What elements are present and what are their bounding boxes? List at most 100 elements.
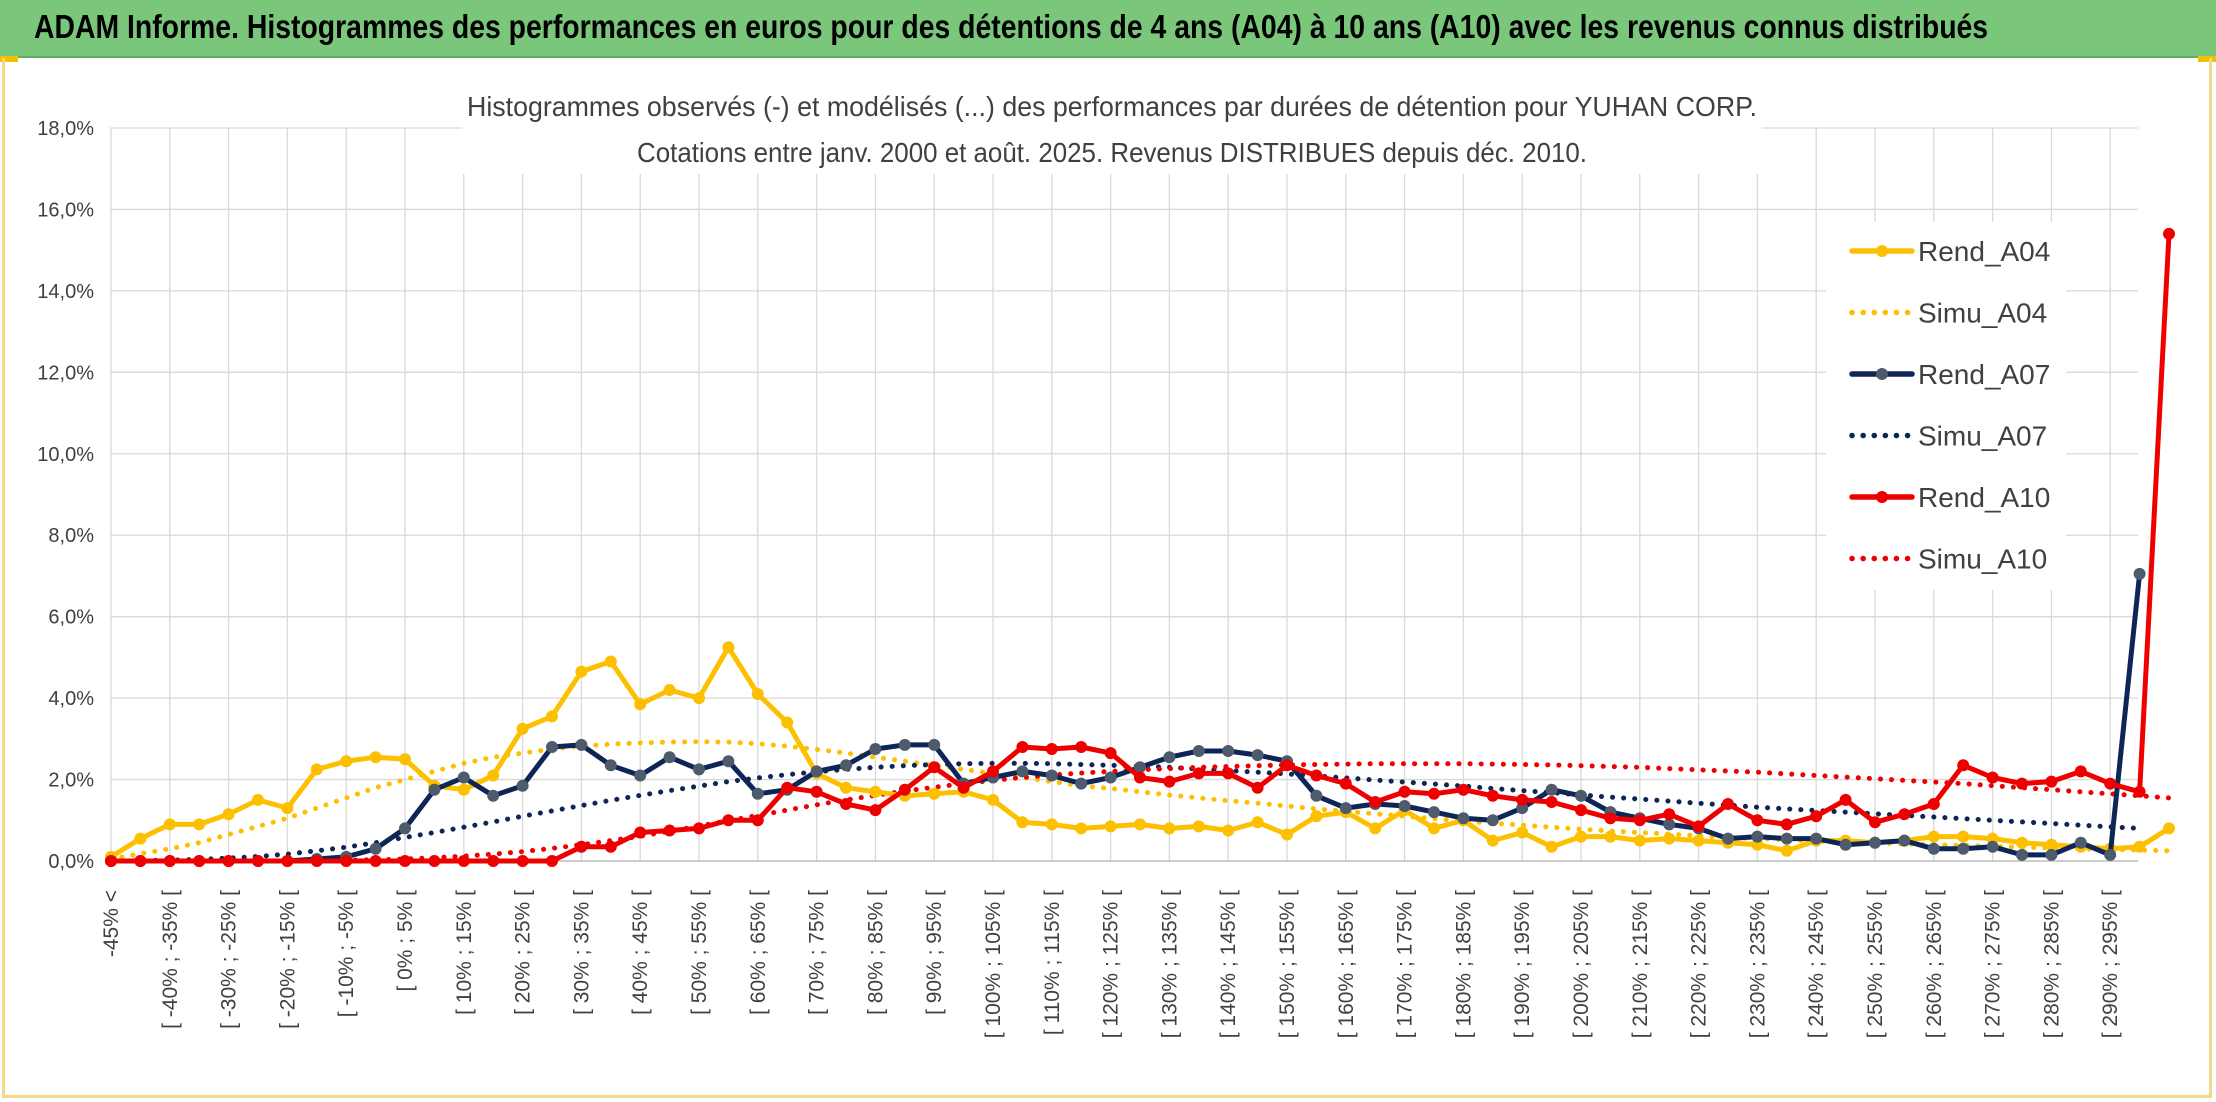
data-point-rend-a10: [1516, 793, 1529, 806]
data-point-rend-a04: [163, 818, 176, 831]
data-point-rend-a10: [1692, 820, 1705, 833]
x-tick-label: [ 70% ; 75% [: [806, 890, 829, 1015]
data-point-rend-a04: [369, 751, 382, 764]
data-point-rend-a10: [840, 798, 852, 810]
data-point-rend-a04: [1663, 832, 1676, 845]
data-point-rend-a10: [1839, 793, 1852, 806]
data-point-rend-a10: [604, 840, 617, 853]
y-tick-label: 14,0%: [37, 281, 94, 303]
data-point-rend-a04: [1281, 828, 1293, 841]
banner-corner-left: [0, 56, 18, 62]
data-point-rend-a04: [1957, 830, 1970, 843]
data-point-rend-a04: [193, 818, 206, 831]
data-point-rend-a07: [1810, 832, 1823, 845]
chart-title: Histogrammes observés (-) et modélisés (…: [467, 91, 1757, 122]
legend-label: Simu_A07: [1918, 421, 2047, 452]
data-point-rend-a04: [1016, 816, 1029, 829]
data-point-rend-a04: [987, 793, 999, 806]
data-point-rend-a04: [134, 832, 147, 845]
x-tick-label: [ 270% ; 275% [: [1982, 890, 2005, 1038]
y-tick-label: 18,0%: [37, 118, 94, 140]
x-tick-label: [ 130% ; 135% [: [1158, 890, 1181, 1038]
data-point-rend-a10: [2163, 227, 2175, 240]
data-point-rend-a10: [2104, 777, 2117, 790]
series-lines: [105, 227, 2175, 867]
data-point-rend-a07: [1545, 783, 1558, 796]
x-tick-label: [ -40% ; -35% [: [159, 890, 182, 1029]
x-tick-label: [ 80% ; 85% [: [864, 890, 887, 1015]
y-axis-ticks: 0,0% 2,0% 4,0% 6,0% 8,0% 10,0% 12,0% 14,0% 16,0%…: [37, 118, 94, 873]
data-point-rend-a10: [1075, 741, 1088, 753]
y-tick-label: 0,0%: [48, 851, 94, 873]
data-point-rend-a04: [693, 692, 705, 705]
data-point-rend-a07: [1192, 745, 1205, 757]
x-tick-label: [ 0% ; 5% [: [394, 890, 417, 992]
data-point-rend-a07: [1016, 765, 1029, 778]
x-tick-label: [ 100% ; 105% [: [982, 890, 1005, 1038]
y-tick-label: 8,0%: [48, 525, 94, 547]
report-title: ADAM Informe. Histogrammes des performan…: [34, 8, 1989, 45]
data-point-rend-a10: [781, 781, 794, 794]
legend-label: Rend_A04: [1918, 236, 2050, 267]
data-point-rend-a10: [369, 855, 382, 867]
data-point-rend-a07: [1839, 838, 1852, 851]
legend-label: Rend_A10: [1918, 482, 2050, 513]
data-point-rend-a10: [869, 804, 882, 817]
data-point-rend-a04: [222, 808, 235, 821]
data-point-rend-a10: [252, 855, 264, 867]
banner-corner-right: [2198, 56, 2216, 62]
x-tick-label: [ 190% ; 195% [: [1511, 890, 1534, 1038]
report-banner: ADAM Informe. Histogrammes des performan…: [0, 0, 2216, 58]
data-point-rend-a07: [693, 763, 705, 776]
data-point-rend-a04: [1545, 840, 1558, 853]
data-point-rend-a10: [1486, 789, 1499, 802]
x-tick-label: [ 240% ; 245% [: [1805, 890, 1828, 1038]
data-point-rend-a10: [457, 855, 470, 867]
data-point-rend-a10: [1604, 812, 1617, 825]
data-point-rend-a04: [1134, 818, 1146, 831]
data-point-rend-a04: [604, 655, 617, 668]
legend-marker: [1876, 368, 1888, 380]
data-point-rend-a10: [722, 814, 735, 827]
data-point-rend-a10: [898, 783, 911, 796]
legend-label: Rend_A07: [1918, 359, 2050, 390]
data-point-rend-a04: [781, 716, 794, 729]
legend-box: [1826, 222, 2066, 590]
x-tick-label: [ 30% ; 35% [: [570, 890, 593, 1015]
data-point-rend-a04: [575, 665, 588, 678]
data-point-rend-a04: [1692, 834, 1705, 847]
data-point-rend-a07: [840, 759, 852, 772]
legend-marker: [1876, 491, 1888, 503]
data-point-rend-a07: [428, 783, 441, 796]
x-tick-label: [ 290% ; 295% [: [2099, 890, 2122, 1038]
data-point-rend-a10: [163, 855, 176, 867]
data-point-rend-a10: [1369, 796, 1382, 808]
data-point-rend-a04: [1222, 824, 1235, 837]
data-point-rend-a10: [1192, 767, 1205, 780]
y-tick-label: 4,0%: [48, 688, 94, 710]
legend-label: Simu_A10: [1918, 544, 2047, 575]
data-point-rend-a04: [1163, 822, 1176, 835]
data-point-rend-a10: [663, 824, 676, 837]
x-tick-label: [ -10% ; -5% [: [335, 890, 358, 1017]
data-point-rend-a07: [1663, 818, 1676, 831]
data-point-rend-a10: [957, 781, 970, 794]
x-tick-label: [ -30% ; -25% [: [218, 890, 241, 1029]
legend-marker: [1876, 245, 1888, 257]
data-point-rend-a10: [281, 855, 294, 867]
data-point-rend-a10: [1251, 781, 1264, 794]
data-point-rend-a07: [1251, 749, 1264, 762]
data-point-rend-a04: [2163, 822, 2175, 835]
series-line-rend-a07: [108, 571, 2143, 864]
data-point-rend-a07: [751, 787, 764, 800]
data-point-rend-a10: [1104, 747, 1117, 760]
data-point-rend-a10: [105, 855, 117, 867]
data-point-rend-a04: [399, 753, 411, 766]
x-tick-label: [ 230% ; 235% [: [1746, 890, 1769, 1038]
x-tick-label: [ 260% ; 265% [: [1923, 890, 1946, 1038]
data-point-rend-a10: [1398, 785, 1411, 798]
data-point-rend-a07: [663, 751, 676, 764]
data-point-rend-a10: [222, 855, 235, 867]
x-tick-label: [ 110% ; 115% [: [1041, 890, 1064, 1035]
